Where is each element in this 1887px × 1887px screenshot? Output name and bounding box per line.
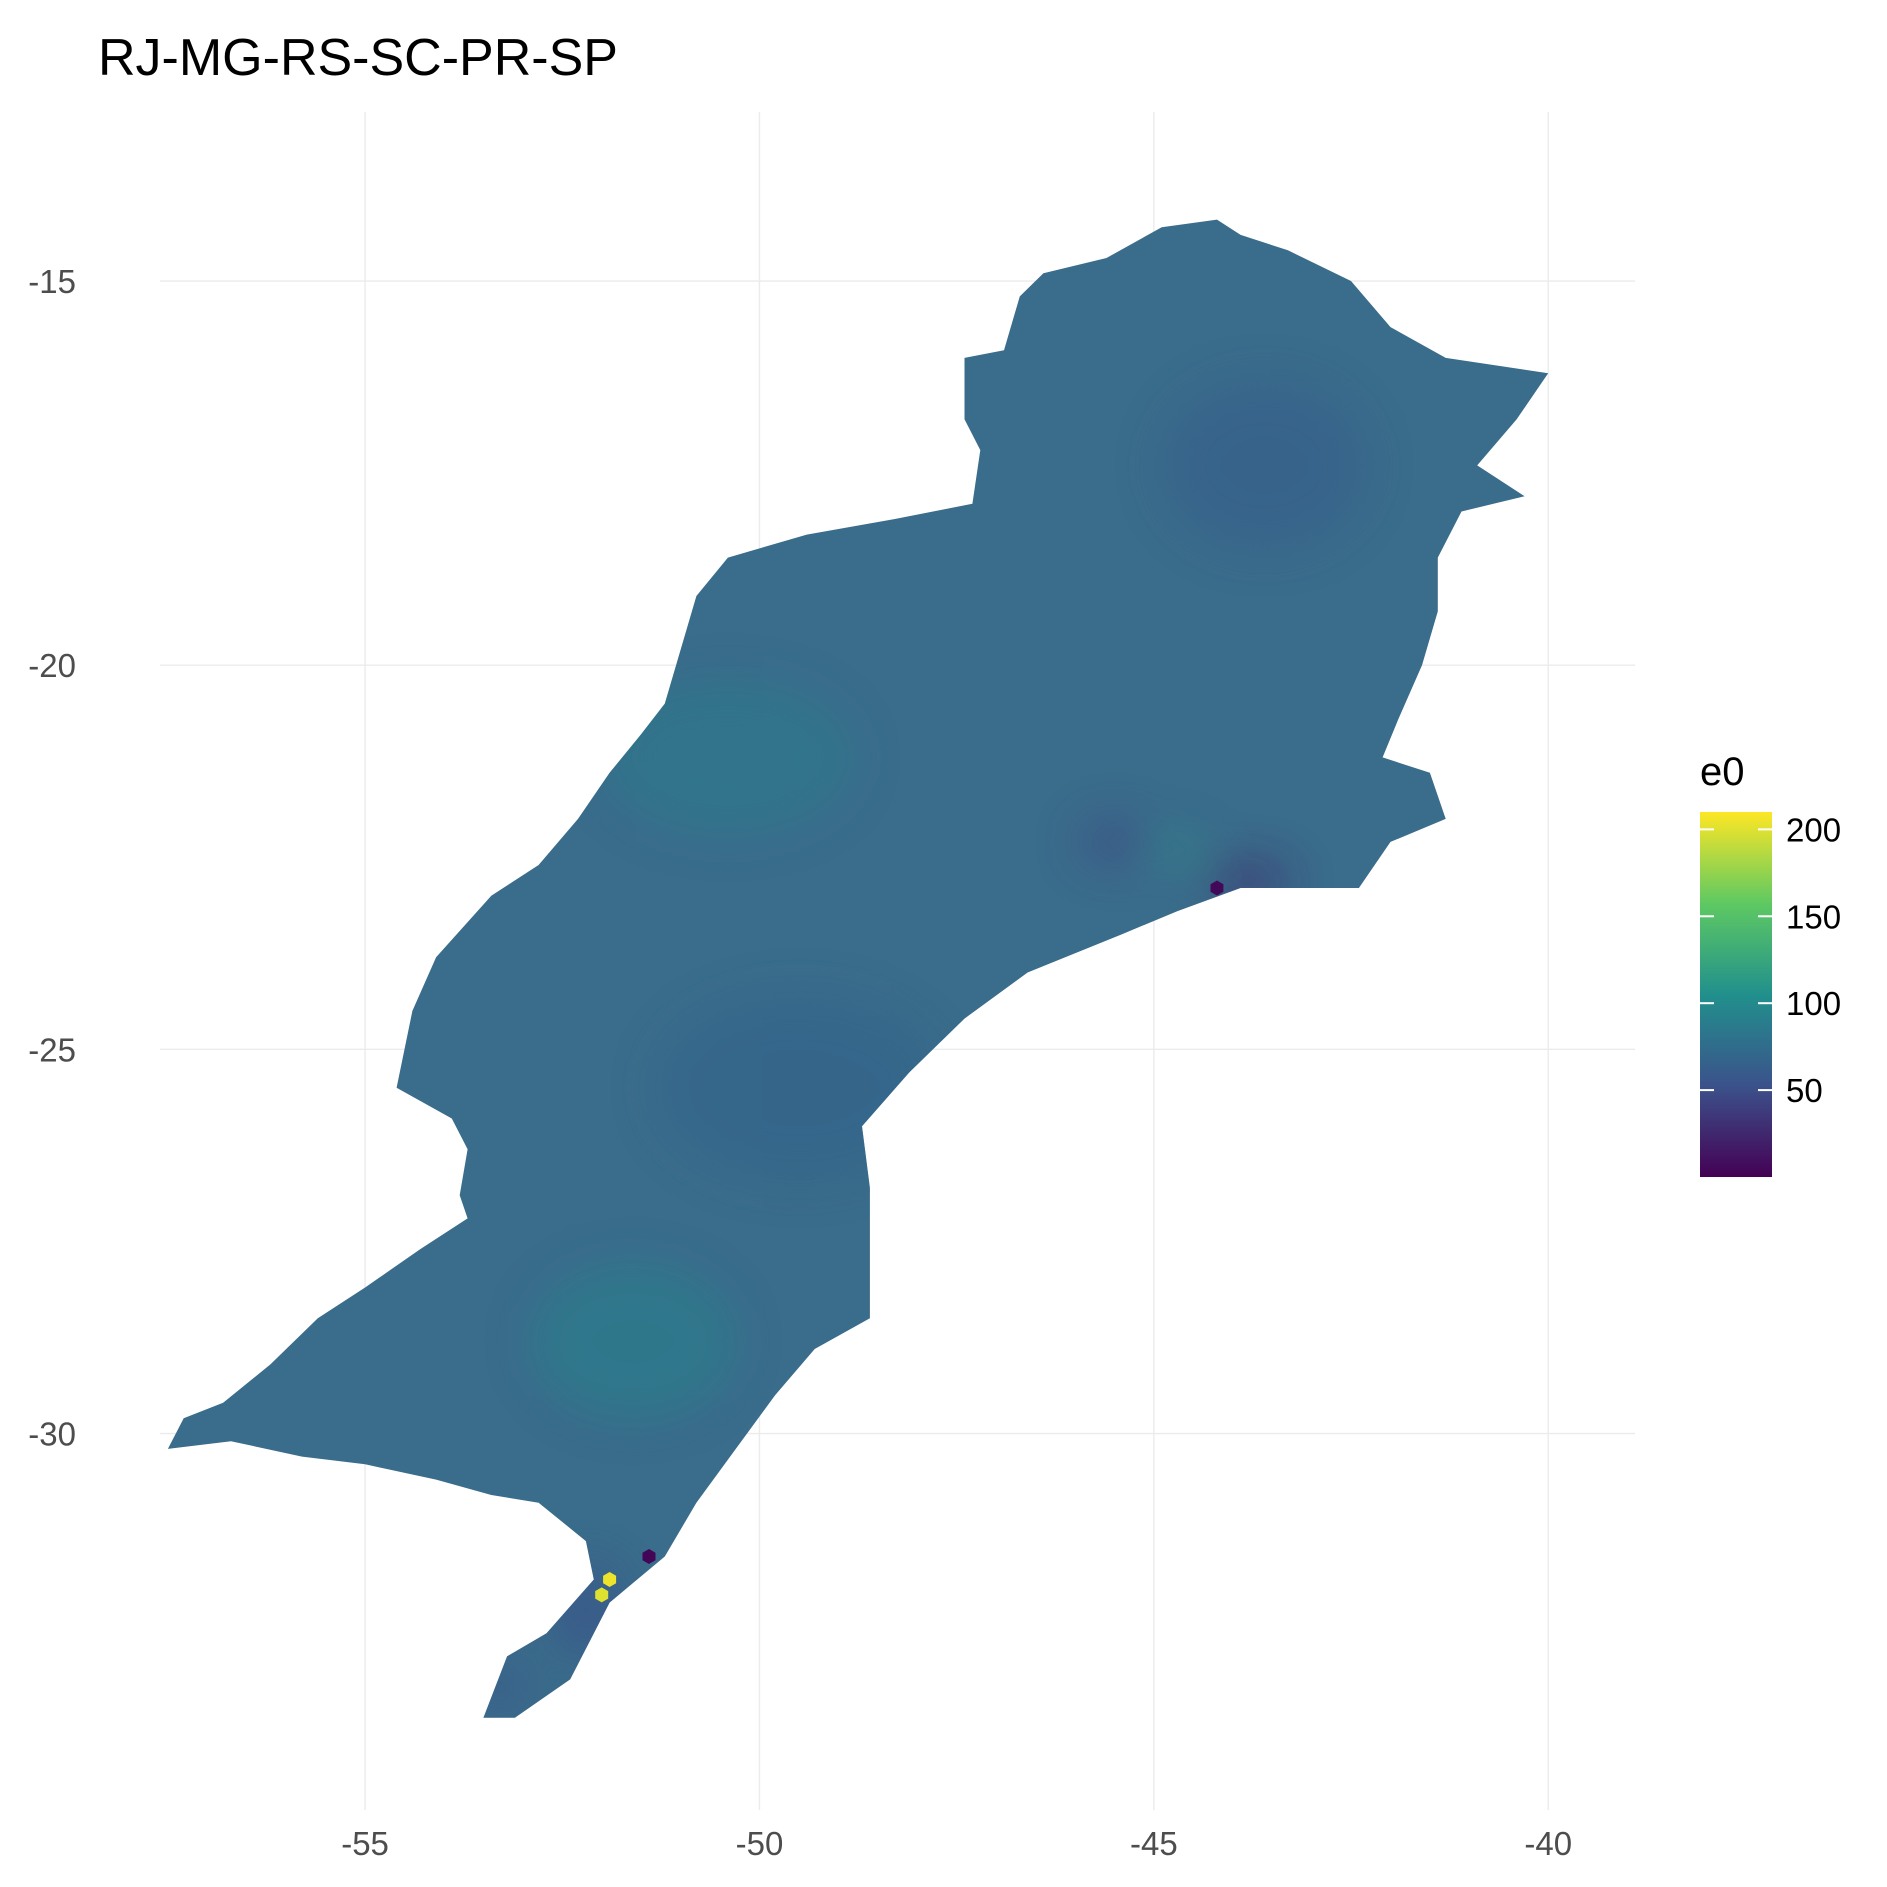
y-tick-label: -30	[28, 1416, 76, 1453]
legend-colorbar	[1700, 812, 1772, 1177]
x-tick-label: -45	[1130, 1825, 1178, 1862]
outlier-cell	[642, 1549, 656, 1564]
plot-title: RJ-MG-RS-SC-PR-SP	[98, 29, 618, 87]
colorbar-legend: e0 200 150 100 50	[1700, 750, 1841, 1177]
region-layer	[167, 219, 1549, 1718]
legend-title: e0	[1700, 750, 1745, 794]
x-tick-label: -50	[736, 1825, 784, 1862]
y-tick-label: -15	[28, 263, 76, 300]
shade-patch	[530, 1264, 736, 1419]
outlier-cell	[1210, 880, 1224, 896]
legend-label: 100	[1786, 985, 1841, 1022]
shade-patch	[1078, 818, 1150, 865]
shade-patch	[656, 995, 941, 1180]
legend-label: 150	[1786, 898, 1841, 935]
shade-patch	[1153, 834, 1202, 865]
outlier-cells	[595, 880, 1224, 1603]
shade-patch	[471, 1660, 527, 1714]
legend-label: 50	[1786, 1072, 1823, 1109]
x-tick-label: -55	[341, 1825, 389, 1862]
y-tick-label: -20	[28, 647, 76, 684]
y-tick-label: -25	[28, 1031, 76, 1068]
x-axis-ticks: -55 -50 -45 -40	[341, 1825, 1572, 1862]
shade-patch	[601, 680, 855, 835]
legend-ticks: 200 150 100 50	[1700, 811, 1841, 1109]
x-tick-label: -40	[1524, 1825, 1572, 1862]
shade-patch	[1161, 380, 1367, 550]
outlier-cell	[595, 1587, 609, 1603]
outlier-cell	[603, 1572, 617, 1587]
y-axis-ticks: -15 -20 -25 -30	[28, 263, 76, 1452]
legend-label: 200	[1786, 811, 1841, 848]
region-shape	[167, 219, 1549, 1718]
